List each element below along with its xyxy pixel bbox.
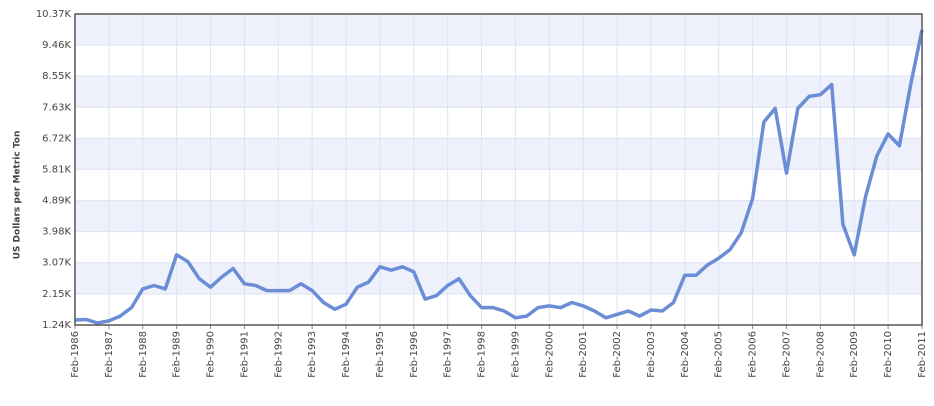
grid-band — [75, 262, 922, 295]
y-axis-title: US Dollars per Metric Ton — [13, 131, 23, 260]
x-tick-label: Feb-1987 — [104, 331, 115, 378]
y-tick-label: 5.81K — [42, 164, 71, 175]
x-tick-label: Feb-2009 — [849, 331, 860, 378]
x-tick-label: Feb-2003 — [646, 331, 657, 378]
x-tick-label: Feb-2010 — [883, 331, 894, 378]
x-tick-label: Feb-1996 — [409, 331, 420, 378]
y-tick-label: 4.89K — [42, 196, 71, 207]
x-tick-label: Feb-1999 — [510, 331, 521, 378]
x-tick-label: Feb-2008 — [815, 331, 826, 378]
y-tick-label: 8.55K — [42, 71, 71, 82]
x-tick-label: Feb-1998 — [477, 331, 488, 378]
x-tick-label: Feb-2004 — [680, 331, 691, 378]
x-tick-label: Feb-1993 — [307, 331, 318, 378]
x-tick-label: Feb-1997 — [443, 331, 454, 378]
grid-band — [75, 75, 922, 108]
y-tick-label: 9.46K — [42, 40, 71, 51]
x-tick-label: Feb-1992 — [273, 331, 284, 378]
y-tick-label: 2.15K — [42, 289, 71, 300]
x-tick-label: Feb-2001 — [578, 331, 589, 378]
x-tick-label: Feb-1989 — [172, 331, 183, 378]
x-tick-label: Feb-1988 — [138, 331, 149, 378]
x-tick-label: Feb-2007 — [781, 331, 792, 378]
x-tick-label: Feb-2011 — [917, 331, 928, 378]
y-tick-label: 3.98K — [42, 227, 71, 238]
data-line — [74, 29, 924, 325]
y-tick-label: 10.37K — [36, 9, 72, 20]
x-tick-label: Feb-2005 — [714, 331, 725, 378]
y-tick-label: 7.63K — [42, 102, 71, 113]
grid-band — [75, 200, 922, 232]
x-tick-label: Feb-1986 — [70, 331, 81, 378]
grid-band — [75, 138, 922, 170]
y-tick-label: 1.24K — [42, 320, 71, 331]
x-tick-label: Feb-1990 — [206, 331, 217, 378]
y-tick-label: 3.07K — [42, 258, 71, 269]
x-tick-label: Feb-2002 — [612, 331, 623, 378]
grid-band — [75, 14, 922, 45]
x-tick-label: Feb-1995 — [375, 331, 386, 378]
x-tick-label: Feb-1994 — [341, 331, 352, 378]
x-tick-label: Feb-1991 — [239, 331, 250, 378]
y-tick-label: 6.72K — [42, 133, 71, 144]
plot-border — [74, 13, 923, 326]
x-tick-label: Feb-2006 — [748, 331, 759, 378]
x-tick-label: Feb-2000 — [544, 331, 555, 378]
